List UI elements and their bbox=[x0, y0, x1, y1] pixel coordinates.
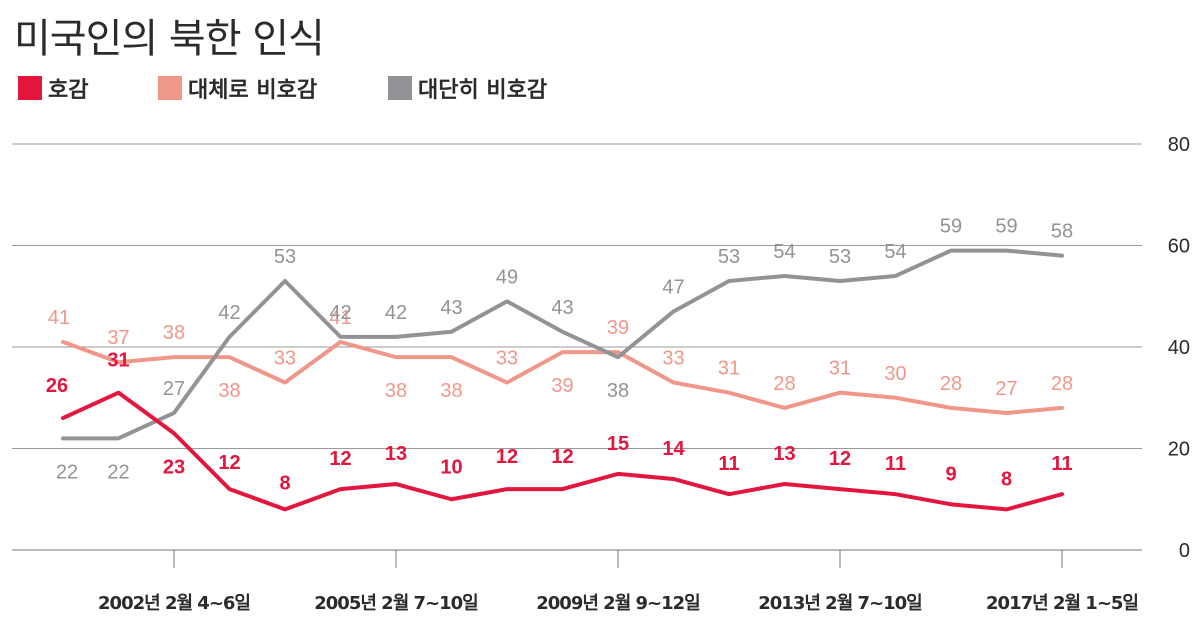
data-label-favorable-8: 12 bbox=[496, 446, 518, 468]
data-label-very-unfavorable-12: 53 bbox=[718, 246, 740, 268]
legend-label-very-unfavorable: 대단히 비호감 bbox=[418, 78, 548, 103]
series-line-mostly-unfavorable bbox=[61, 339, 1064, 415]
data-label-mostly-unfavorable-12: 31 bbox=[718, 358, 740, 380]
data-label-favorable-0: 26 bbox=[46, 375, 68, 397]
data-label-very-unfavorable-7: 43 bbox=[440, 297, 462, 319]
y-tick-label-0: 0 bbox=[1179, 540, 1190, 562]
data-label-mostly-unfavorable-10: 39 bbox=[607, 317, 629, 339]
data-label-very-unfavorable-3: 42 bbox=[218, 302, 240, 324]
x-tick-label-3: 2013년 2월 7~10일 bbox=[758, 593, 922, 614]
data-label-favorable-13: 13 bbox=[773, 443, 795, 465]
x-tick-label-2: 2009년 2월 9~12일 bbox=[536, 593, 700, 614]
legend-swatch-favorable bbox=[18, 76, 42, 100]
series-line-very-unfavorable bbox=[61, 248, 1064, 441]
data-label-mostly-unfavorable-3: 38 bbox=[218, 380, 240, 402]
data-label-very-unfavorable-16: 59 bbox=[940, 216, 962, 238]
data-label-very-unfavorable-8: 49 bbox=[496, 266, 518, 288]
data-label-mostly-unfavorable-11: 33 bbox=[662, 348, 684, 370]
legend-label-favorable: 호감 bbox=[48, 78, 89, 103]
data-label-favorable-6: 13 bbox=[385, 443, 407, 465]
data-label-favorable-15: 11 bbox=[885, 453, 906, 475]
data-label-favorable-12: 11 bbox=[718, 453, 739, 475]
y-tick-label-80: 80 bbox=[1168, 134, 1190, 156]
data-label-very-unfavorable-5: 42 bbox=[329, 302, 351, 324]
legend-item-very-unfavorable: 대단히 비호감 bbox=[388, 72, 547, 104]
data-label-very-unfavorable-14: 53 bbox=[829, 246, 851, 268]
data-label-very-unfavorable-18: 58 bbox=[1051, 221, 1073, 243]
y-tick-label-40: 40 bbox=[1168, 337, 1190, 359]
data-label-favorable-5: 12 bbox=[329, 448, 351, 470]
data-label-favorable-18: 11 bbox=[1051, 453, 1072, 475]
data-label-mostly-unfavorable-16: 28 bbox=[940, 373, 962, 395]
data-label-mostly-unfavorable-2: 38 bbox=[163, 322, 185, 344]
x-tick-label-4: 2017년 2월 1~5일 bbox=[986, 593, 1138, 614]
data-label-very-unfavorable-1: 22 bbox=[107, 461, 129, 483]
data-label-mostly-unfavorable-17: 27 bbox=[995, 378, 1017, 400]
data-label-favorable-7: 10 bbox=[440, 456, 462, 478]
data-label-mostly-unfavorable-5: 41 bbox=[329, 307, 351, 329]
x-tick-label-1: 2005년 2월 7~10일 bbox=[314, 593, 478, 614]
data-label-very-unfavorable-9: 43 bbox=[551, 297, 573, 319]
legend-label-mostly-unfavorable: 대체로 비호감 bbox=[188, 78, 318, 103]
data-label-very-unfavorable-11: 47 bbox=[662, 276, 684, 298]
data-label-very-unfavorable-13: 54 bbox=[773, 241, 795, 263]
data-label-mostly-unfavorable-8: 33 bbox=[496, 348, 518, 370]
data-label-very-unfavorable-6: 42 bbox=[385, 302, 407, 324]
data-label-mostly-unfavorable-6: 38 bbox=[385, 380, 407, 402]
data-label-very-unfavorable-4: 53 bbox=[274, 246, 296, 268]
legend-item-favorable: 호감 bbox=[18, 72, 158, 104]
chart-title: 미국인의 북한 인식 bbox=[14, 16, 325, 62]
y-tick-label-20: 20 bbox=[1168, 439, 1190, 461]
y-tick-label-60: 60 bbox=[1168, 236, 1190, 258]
data-label-mostly-unfavorable-15: 30 bbox=[884, 363, 906, 385]
legend-swatch-mostly-unfavorable bbox=[158, 76, 182, 100]
data-label-mostly-unfavorable-1: 37 bbox=[107, 327, 129, 349]
data-label-favorable-3: 12 bbox=[218, 452, 240, 474]
data-label-very-unfavorable-15: 54 bbox=[884, 241, 906, 263]
data-label-favorable-1: 31 bbox=[107, 350, 129, 372]
legend: 호감 대체로 비호감 대단히 비호감 bbox=[18, 72, 547, 104]
data-label-favorable-11: 14 bbox=[662, 438, 685, 460]
data-label-favorable-17: 8 bbox=[1001, 468, 1012, 490]
data-label-mostly-unfavorable-4: 33 bbox=[274, 348, 296, 370]
data-label-mostly-unfavorable-14: 31 bbox=[829, 358, 851, 380]
data-label-favorable-10: 15 bbox=[607, 433, 629, 455]
data-label-mostly-unfavorable-13: 28 bbox=[773, 373, 795, 395]
data-label-very-unfavorable-10: 38 bbox=[607, 380, 629, 402]
legend-item-mostly-unfavorable: 대체로 비호감 bbox=[158, 72, 388, 104]
data-label-very-unfavorable-17: 59 bbox=[995, 216, 1017, 238]
legend-swatch-very-unfavorable bbox=[388, 76, 412, 100]
data-label-favorable-2: 23 bbox=[163, 456, 185, 478]
data-label-very-unfavorable-0: 22 bbox=[56, 461, 78, 483]
data-label-favorable-9: 12 bbox=[551, 446, 573, 468]
data-label-mostly-unfavorable-0: 41 bbox=[48, 307, 70, 329]
data-label-favorable-4: 8 bbox=[279, 472, 290, 494]
data-label-favorable-14: 12 bbox=[829, 448, 851, 470]
series-line-favorable bbox=[61, 390, 1064, 512]
data-label-mostly-unfavorable-18: 28 bbox=[1051, 373, 1073, 395]
data-label-favorable-16: 9 bbox=[945, 463, 956, 485]
data-label-very-unfavorable-2: 27 bbox=[163, 378, 185, 400]
x-tick-label-0: 2002년 2월 4~6일 bbox=[98, 593, 250, 614]
data-label-mostly-unfavorable-7: 38 bbox=[440, 380, 462, 402]
data-label-mostly-unfavorable-9: 39 bbox=[551, 375, 573, 397]
